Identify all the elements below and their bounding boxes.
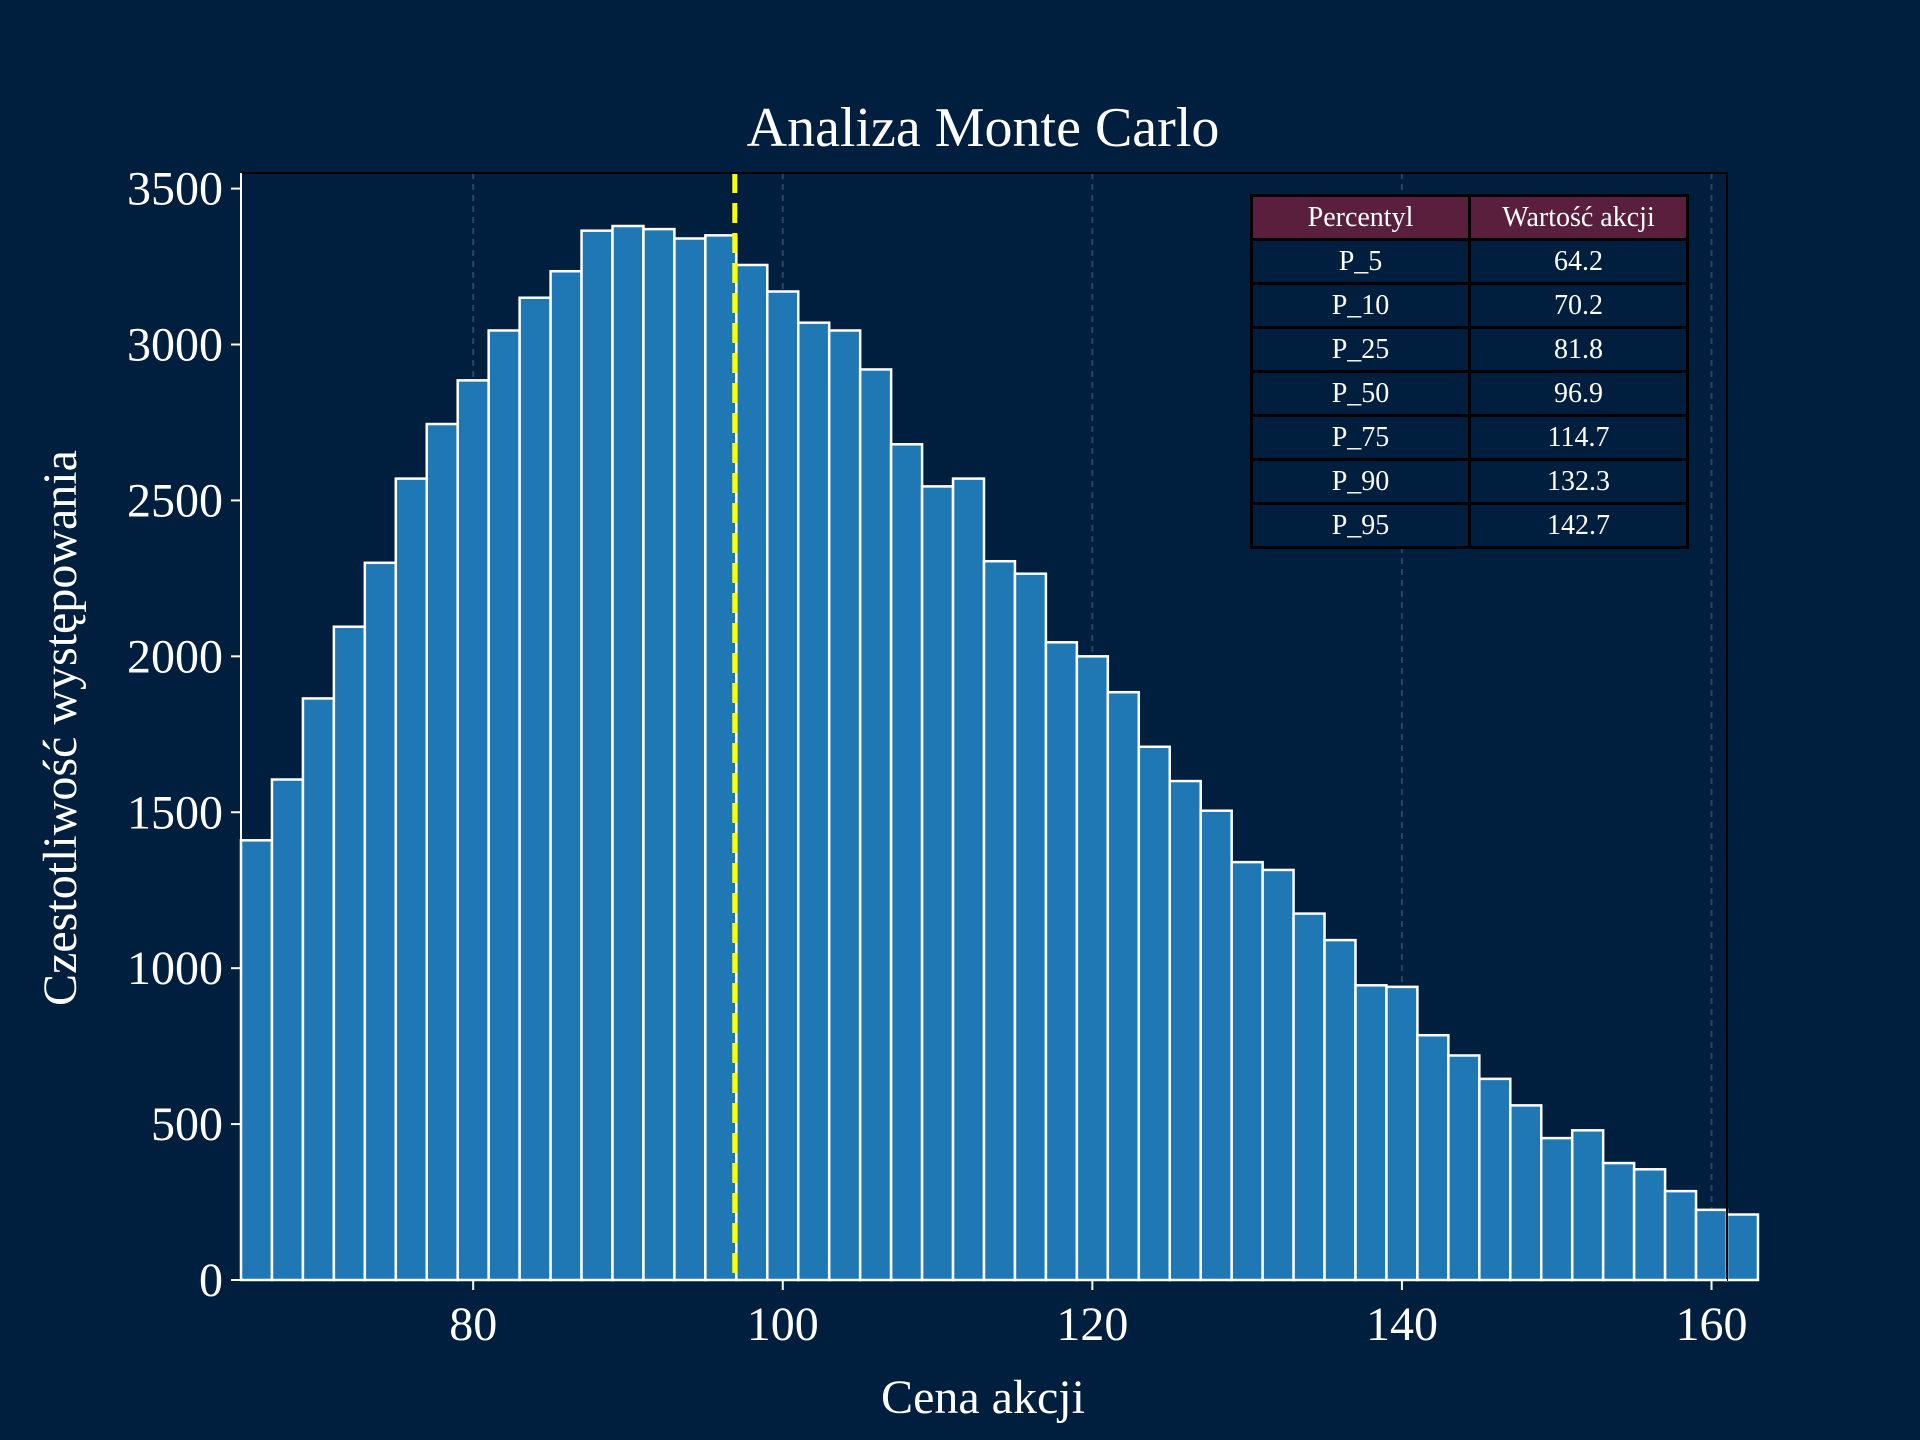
- histogram-bar: [1385, 985, 1419, 1282]
- histogram-bar: [1199, 809, 1233, 1282]
- table-cell: 70.2: [1468, 282, 1689, 329]
- histogram-bar: [982, 559, 1017, 1282]
- histogram-bar: [1725, 1213, 1760, 1282]
- table-row: P_75 114.7: [1250, 414, 1689, 461]
- histogram-bar: [951, 477, 986, 1282]
- x-tick-label: 100: [747, 1298, 819, 1351]
- table-cell: 96.9: [1468, 370, 1689, 417]
- histogram-bar: [1230, 860, 1264, 1282]
- histogram-bar: [332, 625, 367, 1282]
- table-cell: 142.7: [1468, 502, 1689, 549]
- histogram-bar: [425, 422, 459, 1282]
- histogram-bar: [827, 329, 862, 1282]
- histogram-bar: [704, 234, 738, 1282]
- histogram-bar: [301, 697, 336, 1282]
- table-row: P_25 81.8: [1250, 326, 1689, 373]
- table-header-cell: Wartość akcji: [1468, 194, 1689, 241]
- histogram-bar: [642, 227, 676, 1282]
- table-cell: P_50: [1250, 370, 1471, 417]
- histogram-bar: [487, 329, 521, 1282]
- histogram-bar: [611, 224, 645, 1282]
- y-tick-label: 1000: [127, 942, 223, 995]
- table-row: P_90 132.3: [1250, 458, 1689, 505]
- histogram-bar: [889, 443, 924, 1282]
- x-axis-label: Cena akcji: [881, 1371, 1085, 1424]
- histogram-bar: [549, 269, 583, 1282]
- x-tick-label: 160: [1676, 1298, 1748, 1351]
- table-cell: 132.3: [1468, 458, 1689, 505]
- histogram-bar: [766, 290, 800, 1282]
- table-row: P_50 96.9: [1250, 370, 1689, 417]
- histogram-bar: [1694, 1208, 1729, 1282]
- histogram-bar: [858, 368, 893, 1282]
- y-tick-label: 3500: [127, 163, 223, 216]
- axes: 80 100 120 140 160 0 500 1000 1500 2000 2500 3000 35…: [127, 163, 1748, 1351]
- histogram-bar: [270, 778, 305, 1282]
- histogram-bar: [580, 229, 614, 1282]
- histogram-bar: [1044, 641, 1079, 1282]
- table-cell: 64.2: [1468, 238, 1689, 285]
- table-header-row: Percentyl Wartość akcji: [1250, 194, 1689, 241]
- table-row: P_10 70.2: [1250, 282, 1689, 329]
- histogram-bar: [1601, 1161, 1636, 1282]
- x-tick-label: 80: [449, 1298, 497, 1351]
- table-row: P_5 64.2: [1250, 238, 1689, 285]
- table-cell: P_95: [1250, 502, 1471, 549]
- table-cell: P_90: [1250, 458, 1471, 505]
- histogram-bar: [1323, 938, 1357, 1282]
- histogram-bar: [239, 839, 274, 1282]
- histogram-bar: [363, 561, 398, 1282]
- table-cell: P_75: [1250, 414, 1471, 461]
- histogram-bar: [1632, 1168, 1667, 1282]
- x-tick-label: 140: [1366, 1298, 1438, 1351]
- histogram-bar: [1013, 572, 1048, 1282]
- percentile-table: Percentyl Wartość akcji P_5 64.2 P_10 70…: [1250, 194, 1689, 549]
- histogram-bar: [1261, 868, 1295, 1282]
- table-cell: P_5: [1250, 238, 1471, 285]
- y-tick-label: 0: [199, 1254, 223, 1307]
- table-header-cell: Percentyl: [1250, 194, 1471, 241]
- y-tick-label: 2500: [127, 474, 223, 527]
- histogram-bar: [1663, 1189, 1698, 1282]
- histogram-bar: [1106, 690, 1141, 1282]
- histogram-bar: [1292, 912, 1326, 1282]
- table-cell: 81.8: [1468, 326, 1689, 373]
- histogram-bar: [1168, 779, 1202, 1282]
- histogram-bar: [1075, 655, 1110, 1282]
- histogram-bar: [1354, 984, 1388, 1282]
- y-tick-label: 500: [151, 1098, 223, 1151]
- y-tick-label: 3000: [127, 319, 223, 372]
- table-cell: 114.7: [1468, 414, 1689, 461]
- table-cell: P_25: [1250, 326, 1471, 373]
- histogram-bar: [920, 485, 955, 1282]
- histogram-bar: [1137, 745, 1171, 1282]
- x-tick-label: 120: [1056, 1298, 1128, 1351]
- table-row: P_95 142.7: [1250, 502, 1689, 549]
- y-tick-label: 1500: [127, 786, 223, 839]
- y-axis-label: Czestotliwość występowania: [34, 450, 87, 1006]
- histogram-bar: [735, 263, 769, 1282]
- histogram-bar: [1540, 1136, 1574, 1282]
- y-tick-label: 2000: [127, 630, 223, 683]
- histogram-bar: [456, 379, 490, 1282]
- histogram-bar: [394, 477, 428, 1282]
- table-cell: P_10: [1250, 282, 1471, 329]
- histogram-bar: [797, 321, 831, 1282]
- histogram-bar: [1570, 1129, 1605, 1282]
- histogram-bar: [1416, 1033, 1450, 1282]
- histogram-bar: [518, 296, 552, 1282]
- histogram-bar: [673, 237, 707, 1282]
- histogram-bar: [1447, 1054, 1481, 1282]
- histogram-bar: [1478, 1077, 1512, 1282]
- chart-title: Analiza Monte Carlo: [747, 97, 1220, 159]
- histogram-bar: [1509, 1104, 1543, 1282]
